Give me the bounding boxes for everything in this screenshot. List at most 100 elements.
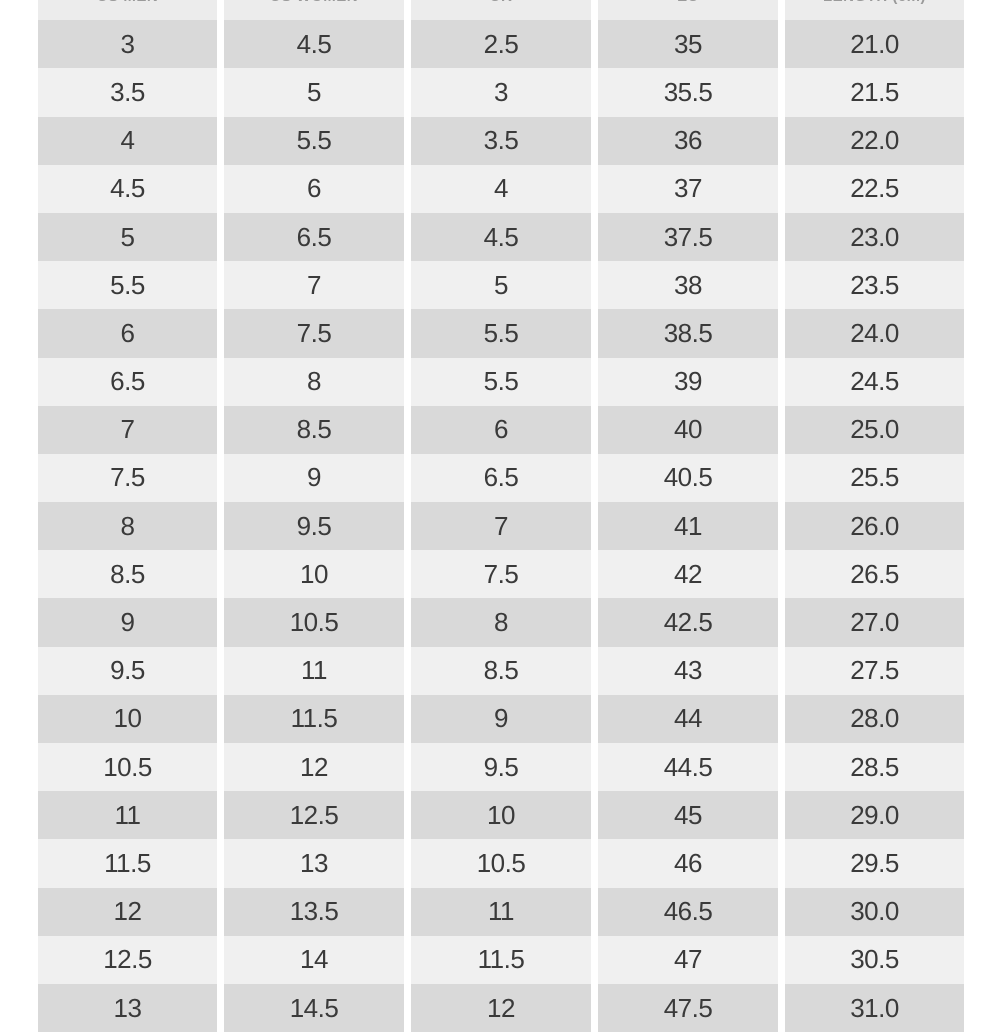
cell-uk: 8.5: [411, 646, 591, 695]
cell-us-men: 3: [38, 20, 217, 69]
cell-us-women: 5.5: [224, 116, 404, 165]
cell-uk: 6.5: [411, 453, 591, 503]
table-row: 4.5 6 4 37 22.5: [38, 164, 965, 213]
cell-eu: 40: [598, 405, 778, 454]
cell-us-women: 11.5: [224, 694, 404, 743]
cell-uk: 5.5: [411, 357, 591, 406]
cell-us-women: 7.5: [224, 309, 404, 358]
cell-us-men: 9: [38, 598, 217, 647]
cell-length: 24.0: [785, 309, 964, 358]
cell-uk: 5.5: [411, 309, 591, 358]
table-row: 6.5 8 5.5 39 24.5: [38, 357, 965, 406]
cell-us-women: 13: [224, 839, 404, 888]
header-row: US MEN US WOMEN UK EU LENGTH (cm): [38, 0, 965, 20]
cell-us-men: 4: [38, 116, 217, 165]
cell-us-women: 9: [224, 453, 404, 503]
header-length: LENGTH (cm): [785, 0, 964, 20]
cell-length: 28.5: [785, 743, 964, 792]
table-row: 4 5.5 3.5 36 22.0: [38, 116, 965, 165]
cell-uk: 6: [411, 405, 591, 454]
cell-length: 30.5: [785, 935, 964, 984]
table-row: 8 9.5 7 41 26.0: [38, 502, 965, 551]
cell-us-women: 10.5: [224, 598, 404, 647]
cell-eu: 40.5: [598, 453, 778, 503]
header-eu: EU: [598, 0, 778, 20]
cell-eu: 36: [598, 116, 778, 165]
cell-length: 23.5: [785, 261, 964, 310]
cell-length: 26.5: [785, 550, 964, 599]
cell-eu: 45: [598, 791, 778, 840]
cell-us-men: 4.5: [38, 164, 217, 213]
cell-length: 29.0: [785, 791, 964, 840]
cell-us-men: 9.5: [38, 646, 217, 695]
cell-length: 29.5: [785, 839, 964, 888]
cell-us-women: 14.5: [224, 983, 404, 1032]
table-row: 9.5 11 8.5 43 27.5: [38, 646, 965, 695]
cell-length: 22.0: [785, 116, 964, 165]
cell-uk: 9.5: [411, 743, 591, 792]
cell-us-women: 6.5: [224, 212, 404, 262]
cell-uk: 7: [411, 502, 591, 551]
cell-length: 21.5: [785, 68, 964, 117]
cell-length: 26.0: [785, 502, 964, 551]
cell-eu: 38: [598, 261, 778, 310]
cell-us-men: 5.5: [38, 261, 217, 310]
cell-us-men: 3.5: [38, 68, 217, 117]
cell-us-women: 4.5: [224, 20, 404, 69]
cell-us-women: 8.5: [224, 405, 404, 454]
cell-uk: 3: [411, 68, 591, 117]
cell-length: 31.0: [785, 983, 964, 1032]
table-row: 7.5 9 6.5 40.5 25.5: [38, 453, 965, 503]
cell-eu: 47: [598, 935, 778, 984]
cell-us-men: 8.5: [38, 550, 217, 599]
cell-length: 23.0: [785, 212, 964, 262]
table-row: 5 6.5 4.5 37.5 23.0: [38, 212, 965, 262]
cell-us-men: 11: [38, 791, 217, 840]
cell-length: 22.5: [785, 164, 964, 213]
cell-length: 27.0: [785, 598, 964, 647]
cell-length: 28.0: [785, 694, 964, 743]
cell-eu: 38.5: [598, 309, 778, 358]
cell-eu: 46: [598, 839, 778, 888]
cell-length: 21.0: [785, 20, 964, 69]
cell-uk: 10: [411, 791, 591, 840]
cell-us-women: 12: [224, 743, 404, 792]
cell-length: 30.0: [785, 887, 964, 936]
cell-uk: 3.5: [411, 116, 591, 165]
cell-us-men: 12: [38, 887, 217, 936]
table-row: 12 13.5 11 46.5 30.0: [38, 887, 965, 936]
cell-uk: 8: [411, 598, 591, 647]
table-row: 11.5 13 10.5 46 29.5: [38, 839, 965, 888]
table-row: 12.5 14 11.5 47 30.5: [38, 935, 965, 984]
table-row: 10 11.5 9 44 28.0: [38, 694, 965, 743]
table-body: 3 4.5 2.5 35 21.0 3.5 5 3 35.5 21.5 4 5.5 3.5 36 22.0 4…: [38, 20, 965, 1032]
cell-us-women: 11: [224, 646, 404, 695]
cell-us-women: 8: [224, 357, 404, 406]
cell-uk: 4: [411, 164, 591, 213]
cell-us-women: 14: [224, 935, 404, 984]
cell-us-men: 6.5: [38, 357, 217, 406]
cell-us-men: 7: [38, 405, 217, 454]
table-row: 6 7.5 5.5 38.5 24.0: [38, 309, 965, 358]
cell-uk: 4.5: [411, 212, 591, 262]
cell-us-women: 5: [224, 68, 404, 117]
cell-us-men: 13: [38, 983, 217, 1032]
cell-length: 27.5: [785, 646, 964, 695]
cell-eu: 43: [598, 646, 778, 695]
cell-uk: 11: [411, 887, 591, 936]
table-row: 3.5 5 3 35.5 21.5: [38, 68, 965, 117]
cell-uk: 11.5: [411, 935, 591, 984]
table-row: 5.5 7 5 38 23.5: [38, 261, 965, 310]
table-row: 13 14.5 12 47.5 31.0: [38, 983, 965, 1032]
cell-uk: 5: [411, 261, 591, 310]
cell-eu: 47.5: [598, 983, 778, 1032]
cell-us-women: 10: [224, 550, 404, 599]
cell-uk: 7.5: [411, 550, 591, 599]
cell-us-men: 5: [38, 212, 217, 262]
cell-eu: 42.5: [598, 598, 778, 647]
cell-us-men: 11.5: [38, 839, 217, 888]
table-row: 11 12.5 10 45 29.0: [38, 791, 965, 840]
cell-eu: 41: [598, 502, 778, 551]
cell-us-women: 6: [224, 164, 404, 213]
table-row: 8.5 10 7.5 42 26.5: [38, 550, 965, 599]
